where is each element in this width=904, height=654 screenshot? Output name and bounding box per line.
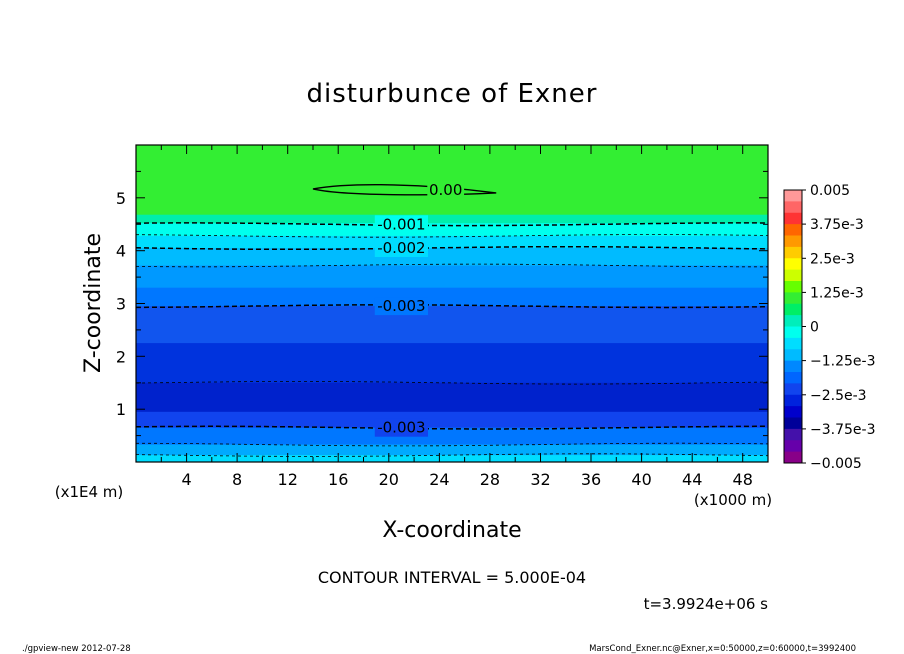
x-axis-label: X-coordinate — [382, 518, 521, 543]
colorbar-segment — [784, 269, 802, 282]
contour-label-bg — [374, 418, 428, 437]
y-tick-label: 1 — [116, 400, 126, 419]
colorbar-segment — [784, 246, 802, 259]
x-tick-label: 8 — [232, 470, 242, 489]
y-axis-label: Z-coordinate — [81, 233, 106, 373]
contour-labels: 0.00-0.001 -0.002 -0.003 -0.003 — [374, 180, 465, 437]
contour-band — [136, 248, 768, 266]
contour-line — [136, 222, 768, 227]
colorbar-segment — [784, 451, 802, 464]
colorbar-segment — [784, 372, 802, 384]
colorbar-label: 0.005 — [810, 183, 850, 199]
contour-label: -0.001 — [377, 215, 425, 233]
colorbar-segment — [784, 360, 802, 373]
colorbar-label: −3.75e-3 — [810, 422, 875, 438]
colorbar-segment — [784, 326, 802, 339]
axis-ticks — [136, 145, 768, 462]
contour-band — [136, 306, 768, 344]
colorbar-segment — [784, 224, 802, 236]
contour-band — [136, 235, 768, 249]
y-tick-label: 5 — [116, 189, 126, 208]
contour-line — [136, 425, 768, 430]
colorbar-segment — [784, 406, 802, 418]
contour-interval-note: CONTOUR INTERVAL = 5.000E-04 — [318, 568, 586, 587]
contour-label-bg — [374, 239, 428, 257]
contour-label: -0.002 — [377, 239, 425, 257]
contour-bands — [136, 145, 768, 462]
colorbar-label: 0 — [810, 320, 819, 336]
colorbar-segment — [784, 190, 802, 202]
contour-label-bg — [374, 297, 428, 316]
x-tick-label: 48 — [733, 470, 753, 489]
contour-band — [136, 287, 768, 307]
footer-right: MarsCond_Exner.nc@Exner,x=0:50000,z=0:60… — [589, 644, 856, 654]
colorbar-label: 3.75e-3 — [810, 217, 864, 233]
contour-band — [136, 382, 768, 413]
colorbar-label: 1.25e-3 — [810, 285, 864, 301]
contour-band — [136, 265, 768, 289]
colorbar-segment — [784, 394, 802, 407]
contour-label: -0.003 — [377, 297, 425, 315]
y-tick-label: 3 — [116, 295, 126, 314]
contour-label: -0.003 — [377, 419, 425, 437]
colorbar-segment — [784, 440, 802, 453]
colorbar-segment — [784, 292, 802, 305]
x-tick-label: 28 — [480, 470, 500, 489]
x-unit-label: (x1000 m) — [694, 491, 772, 509]
contour-band — [136, 343, 768, 384]
contour-band — [136, 411, 768, 429]
y-tick-label: 2 — [116, 347, 126, 366]
colorbar-segment — [784, 417, 802, 430]
x-tick-label: 4 — [182, 470, 192, 489]
colorbar-segment — [784, 337, 802, 350]
colorbar-segment — [784, 235, 802, 248]
contour-band — [136, 427, 768, 446]
contour-label: 0.00 — [429, 181, 462, 199]
colorbar-label: −0.005 — [810, 456, 862, 472]
colorbar-label: −1.25e-3 — [810, 354, 875, 370]
colorbar-label: 2.5e-3 — [810, 251, 855, 267]
y-unit-label: (x1E4 m) — [55, 483, 124, 501]
colorbar-segment — [784, 258, 802, 271]
colorbar-segment — [784, 212, 802, 225]
y-tick-label: 4 — [116, 242, 126, 261]
x-tick-label: 44 — [682, 470, 702, 489]
contour-label-bg — [427, 180, 465, 199]
colorbar-segment — [784, 315, 802, 327]
chart-title: disturbunce of Exner — [307, 79, 598, 109]
contour-band — [136, 145, 768, 216]
colorbar-segment — [784, 201, 802, 214]
x-tick-label: 24 — [429, 470, 449, 489]
colorbar-label: −2.5e-3 — [810, 388, 867, 404]
colorbar — [784, 190, 802, 464]
colorbar-labels: 0.005 3.75e-3 2.5e-3 1.25e-3 0 −1.25e-3 −2.5e-… — [802, 183, 875, 472]
time-annotation: t=3.9924e+06 s — [644, 595, 769, 613]
x-tick-label: 20 — [379, 470, 399, 489]
colorbar-segment — [784, 349, 802, 362]
contour-band — [136, 444, 768, 456]
contour-line — [312, 184, 497, 196]
x-tick-label: 36 — [581, 470, 601, 489]
contour-band — [136, 455, 768, 462]
colorbar-segment — [784, 383, 802, 396]
x-tick-labels: 4 8 12 16 20 24 28 32 36 40 44 48 — [182, 470, 753, 489]
x-tick-label: 40 — [631, 470, 651, 489]
colorbar-segment — [784, 428, 802, 441]
contour-lines — [136, 184, 768, 457]
x-tick-label: 32 — [530, 470, 550, 489]
contour-line — [136, 245, 768, 251]
y-tick-labels: 1 2 3 4 5 — [116, 189, 126, 419]
x-tick-label: 16 — [328, 470, 348, 489]
colorbar-segment — [784, 281, 802, 293]
footer-left: ./gpview-new 2012-07-28 — [22, 644, 131, 654]
contour-band — [136, 223, 768, 237]
x-tick-label: 12 — [278, 470, 298, 489]
contour-line — [136, 304, 768, 309]
colorbar-segment — [784, 303, 802, 316]
contour-band — [136, 214, 768, 224]
contour-label-bg — [374, 215, 428, 234]
